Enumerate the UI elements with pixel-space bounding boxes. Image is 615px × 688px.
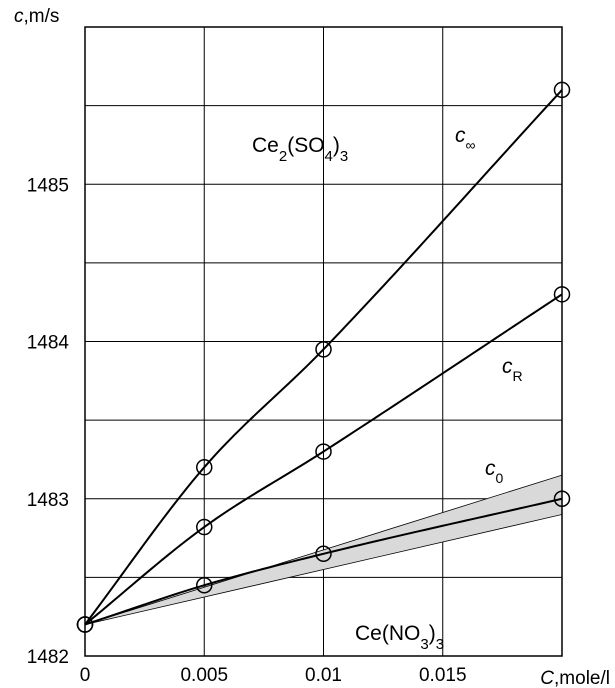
x-axis-label: C,mole/l xyxy=(540,668,610,688)
data-point xyxy=(315,341,332,358)
y-tick-label: 1482 xyxy=(27,647,69,668)
annotation-ce-no3-3: Ce(NO3)3 xyxy=(355,622,444,653)
series-label-c-infinity: c∞ xyxy=(455,124,476,153)
grid-lines xyxy=(85,27,562,656)
data-point xyxy=(196,576,213,594)
x-tick-label: 0 xyxy=(80,665,91,686)
series-line xyxy=(84,89,563,626)
series-lines xyxy=(84,89,563,626)
plot-frame xyxy=(84,26,563,657)
tick-labels: 0 0.005 0.01 0.015 1482 1483 1484 1485 xyxy=(27,175,467,686)
x-tick-label: 0.01 xyxy=(305,665,342,686)
y-tick-label: 1485 xyxy=(27,175,69,196)
series-label-c-0: c0 xyxy=(485,457,504,486)
y-tick-label: 1484 xyxy=(27,333,70,354)
data-point xyxy=(315,545,332,563)
data-point xyxy=(315,443,332,460)
y-tick-label: 1483 xyxy=(27,490,69,511)
data-point xyxy=(196,459,213,476)
data-point xyxy=(196,518,213,536)
series-line xyxy=(84,293,563,626)
annotation-ce2-so4-3: Ce2(SO4)3 xyxy=(252,134,348,165)
x-tick-label: 0.005 xyxy=(180,665,228,686)
series-label-c-r: cR xyxy=(502,355,523,384)
x-tick-label: 0.015 xyxy=(419,665,467,686)
y-axis-label: c,m/s xyxy=(14,6,59,27)
series-line xyxy=(84,497,563,626)
